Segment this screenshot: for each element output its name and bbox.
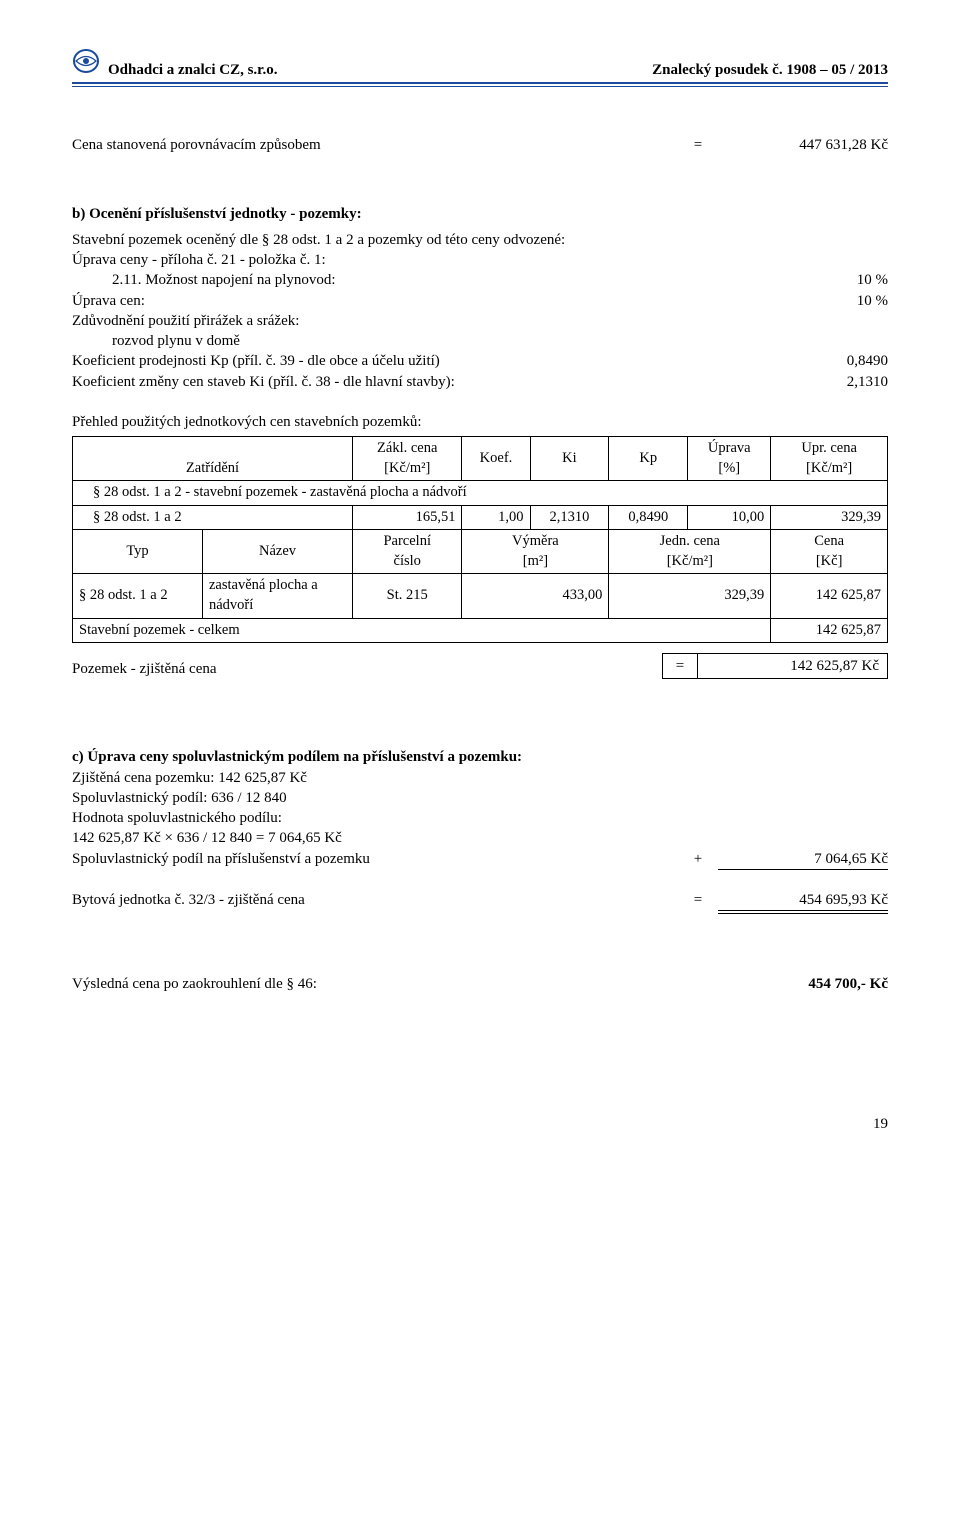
- section-b-line1: Stavební pozemek oceněný dle § 28 odst. …: [72, 230, 888, 250]
- price-adjust-value: 10 %: [768, 291, 888, 311]
- coownership-sum-row: Spoluvlastnický podíl na příslušenství a…: [72, 849, 888, 869]
- table-header-row-1: Zatřídění Zákl. cena [Kč/m²] Koef. Ki Kp…: [73, 437, 888, 481]
- unit-underline-1: [718, 910, 888, 911]
- td-r2c1: § 28 odst. 1 a 2: [73, 505, 353, 530]
- section-b-line8: Koeficient změny cen staveb Ki (příl. č.…: [72, 372, 888, 392]
- td-r3c6: 142 625,87: [771, 574, 888, 618]
- td-r3c2: zastavěná plocha a nádvoří: [203, 574, 353, 618]
- kp-label: Koeficient prodejnosti Kp (příl. č. 39 -…: [72, 351, 768, 371]
- section-c-l1: Zjištěná cena pozemku: 142 625,87 Kč: [72, 768, 888, 788]
- final-price-spacer: [678, 974, 718, 994]
- td-r2c4: 2,1310: [530, 505, 609, 530]
- th-zatrideni: Zatřídění: [73, 437, 353, 481]
- header-underline: [72, 86, 888, 87]
- kp-value: 0,8490: [768, 351, 888, 371]
- td-r2c7: 329,39: [771, 505, 888, 530]
- gas-connection-value: 10 %: [768, 270, 888, 290]
- section-b-line2: Úprava ceny - příloha č. 21 - položka č.…: [72, 250, 888, 270]
- table-row-parcel: § 28 odst. 1 a 2 zastavěná plocha a nádv…: [73, 574, 888, 618]
- page-number: 19: [72, 1114, 888, 1134]
- section-c-l3: Hodnota spoluvlastnického podílu:: [72, 808, 888, 828]
- table-header-row-2: Typ Název Parcelní číslo Výměra [m²] Jed…: [73, 530, 888, 574]
- unit-result-row: Bytová jednotka č. 32/3 - zjištěná cena …: [72, 890, 888, 910]
- coownership-value: 7 064,65 Kč: [718, 849, 888, 869]
- coownership-label: Spoluvlastnický podíl na příslušenství a…: [72, 849, 678, 869]
- td-r2c2: 165,51: [353, 505, 462, 530]
- td-r2c6: 10,00: [688, 505, 771, 530]
- table-row-total: Stavební pozemek - celkem 142 625,87: [73, 618, 888, 643]
- unit-result-op: =: [678, 890, 718, 910]
- td-total-value: 142 625,87: [771, 618, 888, 643]
- ki-label: Koeficient změny cen staveb Ki (příl. č.…: [72, 372, 768, 392]
- ki-value: 2,1310: [768, 372, 888, 392]
- pozemek-result-value: 142 625,87 Kč: [698, 653, 888, 679]
- td-total-label: Stavební pozemek - celkem: [73, 618, 771, 643]
- final-price-value: 454 700,- Kč: [718, 974, 888, 994]
- td-r3c5: 329,39: [609, 574, 771, 618]
- td-r3c4: 433,00: [462, 574, 609, 618]
- page-header: Odhadci a znalci CZ, s.r.o. Znalecký pos…: [72, 48, 888, 84]
- td-r3c3: St. 215: [353, 574, 462, 618]
- th-jedn-cena: Jedn. cena [Kč/m²]: [609, 530, 771, 574]
- unit-result-value: 454 695,93 Kč: [718, 890, 888, 910]
- eq-sign: =: [678, 135, 718, 155]
- header-company: Odhadci a znalci CZ, s.r.o.: [108, 60, 277, 80]
- logo-icon: [72, 48, 100, 80]
- coownership-op: +: [678, 849, 718, 869]
- table-caption: Přehled použitých jednotkových cen stave…: [72, 412, 888, 432]
- section-c-l4: 142 625,87 Kč × 636 / 12 840 = 7 064,65 …: [72, 828, 888, 848]
- land-prices-table: Zatřídění Zákl. cena [Kč/m²] Koef. Ki Kp…: [72, 436, 888, 643]
- price-adjust-label: Úprava cen:: [72, 291, 768, 311]
- section-b-line5: Zdůvodnění použití přirážek a srážek:: [72, 311, 888, 331]
- table-row-values: § 28 odst. 1 a 2 165,51 1,00 2,1310 0,84…: [73, 505, 888, 530]
- td-r2c5: 0,8490: [609, 505, 688, 530]
- final-price-row: Výsledná cena po zaokrouhlení dle § 46: …: [72, 974, 888, 994]
- th-zakl-cena: Zákl. cena [Kč/m²]: [353, 437, 462, 481]
- comparative-price-label: Cena stanovená porovnávacím způsobem: [72, 135, 678, 155]
- comparative-price-value: 447 631,28 Kč: [718, 135, 888, 155]
- section-c-l2: Spoluvlastnický podíl: 636 / 12 840: [72, 788, 888, 808]
- td-r3c1: § 28 odst. 1 a 2: [73, 574, 203, 618]
- pozemek-result-row: Pozemek - zjištěná cena = 142 625,87 Kč: [72, 653, 888, 679]
- th-kp: Kp: [609, 437, 688, 481]
- td-fullspan: § 28 odst. 1 a 2 - stavební pozemek - za…: [73, 481, 888, 506]
- section-b-line4: Úprava cen: 10 %: [72, 291, 888, 311]
- section-b-title: b) Ocenění příslušenství jednotky - poze…: [72, 204, 888, 224]
- unit-result-label: Bytová jednotka č. 32/3 - zjištěná cena: [72, 890, 678, 910]
- th-parcelni: Parcelní číslo: [353, 530, 462, 574]
- section-b-line7: Koeficient prodejnosti Kp (příl. č. 39 -…: [72, 351, 888, 371]
- pozemek-result-eq: =: [662, 653, 698, 679]
- th-typ: Typ: [73, 530, 203, 574]
- final-price-label: Výsledná cena po zaokrouhlení dle § 46:: [72, 974, 678, 994]
- header-left: Odhadci a znalci CZ, s.r.o.: [72, 48, 277, 80]
- td-r2c3: 1,00: [462, 505, 530, 530]
- th-cena: Cena [Kč]: [771, 530, 888, 574]
- th-upr-cena: Upr. cena [Kč/m²]: [771, 437, 888, 481]
- pozemek-result-label: Pozemek - zjištěná cena: [72, 659, 662, 679]
- header-doc-number: Znalecký posudek č. 1908 – 05 / 2013: [652, 60, 888, 80]
- th-vymera: Výměra [m²]: [462, 530, 609, 574]
- th-ki: Ki: [530, 437, 609, 481]
- table-row-fullspan: § 28 odst. 1 a 2 - stavební pozemek - za…: [73, 481, 888, 506]
- th-uprava: Úprava [%]: [688, 437, 771, 481]
- gas-connection-label: 2.11. Možnost napojení na plynovod:: [72, 270, 768, 290]
- th-koef: Koef.: [462, 437, 530, 481]
- th-nazev: Název: [203, 530, 353, 574]
- section-b-line6: rozvod plynu v domě: [72, 331, 888, 351]
- section-c-title: c) Úprava ceny spoluvlastnickým podílem …: [72, 747, 888, 767]
- comparative-price-line: Cena stanovená porovnávacím způsobem = 4…: [72, 135, 888, 155]
- section-b-line3: 2.11. Možnost napojení na plynovod: 10 %: [72, 270, 888, 290]
